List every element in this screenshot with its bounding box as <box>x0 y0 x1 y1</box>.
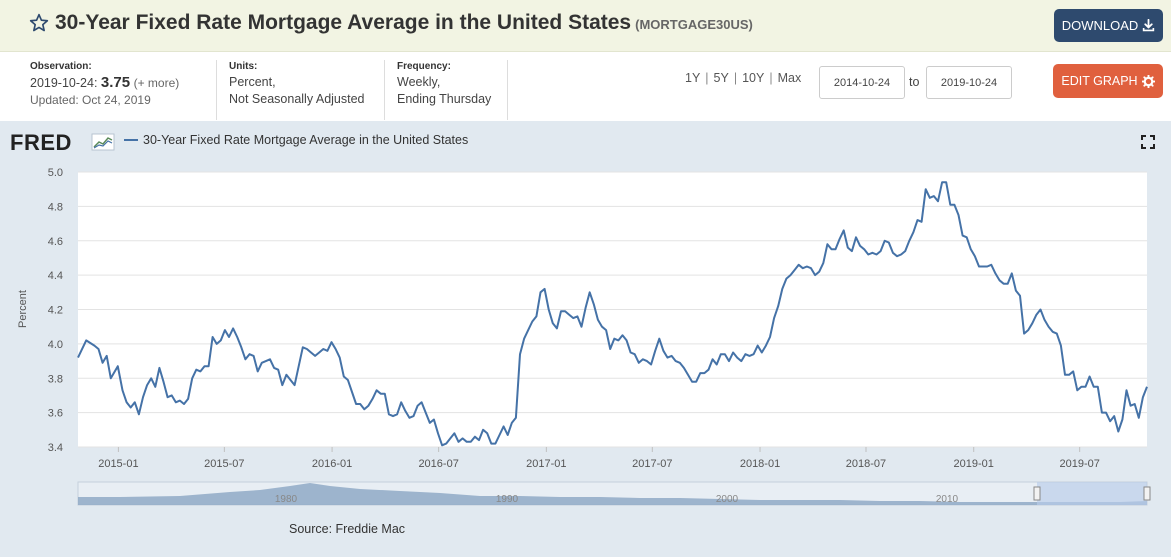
navigator-handle-right[interactable] <box>1143 486 1151 501</box>
fullscreen-icon[interactable] <box>1141 135 1155 149</box>
navigator-label: 2000 <box>716 494 739 505</box>
navigator-label: 2010 <box>936 494 959 505</box>
x-tick-label: 2016-07 <box>418 458 458 470</box>
fred-logo: FRED <box>10 130 72 155</box>
navigator-label: 1980 <box>275 494 298 505</box>
date-from-input[interactable]: 2014-10-24 <box>819 66 905 99</box>
frequency-line-2: Ending Thursday <box>397 92 492 106</box>
chart-legend: 30-Year Fixed Rate Mortgage Average in t… <box>124 133 468 147</box>
navigator-selection[interactable] <box>1037 482 1147 505</box>
download-button[interactable]: DOWNLOAD <box>1054 9 1163 42</box>
y-tick-label: 4.4 <box>48 270 63 282</box>
navigator-area <box>78 483 1147 505</box>
observation-block: Observation: 2019-10-24: 3.75 (+ more) U… <box>30 60 179 109</box>
units-label: Units: <box>229 61 258 72</box>
fred-logo-chart-icon <box>91 133 115 151</box>
range-5y[interactable]: 5Y <box>713 71 729 85</box>
download-icon <box>1143 19 1155 32</box>
x-tick-label: 2017-01 <box>526 458 566 470</box>
x-tick-label: 2015-07 <box>204 458 244 470</box>
star-outline-icon[interactable] <box>29 13 49 33</box>
y-tick-label: 4.8 <box>48 201 63 213</box>
observation-date: 2019-10-24: <box>30 76 98 90</box>
y-axis-label: Percent <box>17 290 29 328</box>
range-navigator[interactable]: 1980 1990 2000 2010 <box>77 481 1151 506</box>
edit-graph-button[interactable]: EDIT GRAPH <box>1053 64 1163 98</box>
series-id: (MORTGAGE30US) <box>635 17 753 32</box>
y-tick-label: 4.6 <box>48 236 63 248</box>
y-tick-label: 3.8 <box>48 373 63 385</box>
range-links: 1Y | 5Y | 10Y | Max <box>685 71 802 85</box>
range-1y[interactable]: 1Y <box>685 71 701 85</box>
observation-more-link[interactable]: (+ more) <box>133 76 180 90</box>
y-tick-label: 4.0 <box>48 339 63 351</box>
x-tick-label: 2016-01 <box>312 458 352 470</box>
x-tick-label: 2017-07 <box>632 458 672 470</box>
units-line-1: Percent, <box>229 75 276 89</box>
y-tick-label: 3.4 <box>48 442 63 454</box>
x-tick-label: 2018-07 <box>846 458 886 470</box>
navigator-handle-left[interactable] <box>1033 486 1041 501</box>
legend-swatch <box>124 139 138 141</box>
series-line <box>77 181 1148 447</box>
gear-icon <box>1141 74 1155 88</box>
updated-date: Updated: Oct 24, 2019 <box>30 93 151 107</box>
frequency-line-1: Weekly, <box>397 75 441 89</box>
date-to-input[interactable]: 2019-10-24 <box>926 66 1012 99</box>
navigator-label: 1990 <box>496 494 519 505</box>
range-max[interactable]: Max <box>777 71 802 85</box>
x-tick-label: 2018-01 <box>740 458 780 470</box>
frequency-label: Frequency: <box>397 61 451 72</box>
to-label: to <box>909 75 920 89</box>
x-tick-label: 2019-01 <box>954 458 994 470</box>
legend-label: 30-Year Fixed Rate Mortgage Average in t… <box>143 133 469 147</box>
y-tick-label: 4.2 <box>48 305 63 317</box>
y-tick-label: 3.6 <box>48 408 63 420</box>
page-title: 30-Year Fixed Rate Mortgage Average in t… <box>55 11 753 35</box>
y-tick-label: 5.0 <box>48 167 63 179</box>
meta-divider <box>384 60 385 120</box>
edit-graph-label: EDIT GRAPH <box>1061 74 1138 88</box>
range-10y[interactable]: 10Y <box>742 71 765 85</box>
x-tick-label: 2019-07 <box>1059 458 1099 470</box>
observation-label: Observation: <box>30 61 92 72</box>
series-title: 30-Year Fixed Rate Mortgage Average in t… <box>55 11 632 34</box>
units-block: Units: Percent, Not Seasonally Adjusted <box>229 60 365 108</box>
units-line-2: Not Seasonally Adjusted <box>229 92 365 106</box>
title-bar: 30-Year Fixed Rate Mortgage Average in t… <box>0 0 1171 52</box>
source-note: Source: Freddie Mac <box>289 522 406 536</box>
download-label: DOWNLOAD <box>1061 18 1139 33</box>
x-tick-label: 2015-01 <box>98 458 138 470</box>
meta-divider <box>507 60 508 120</box>
meta-divider <box>216 60 217 120</box>
observation-value: 3.75 <box>100 74 131 91</box>
frequency-block: Frequency: Weekly, Ending Thursday <box>397 60 491 108</box>
